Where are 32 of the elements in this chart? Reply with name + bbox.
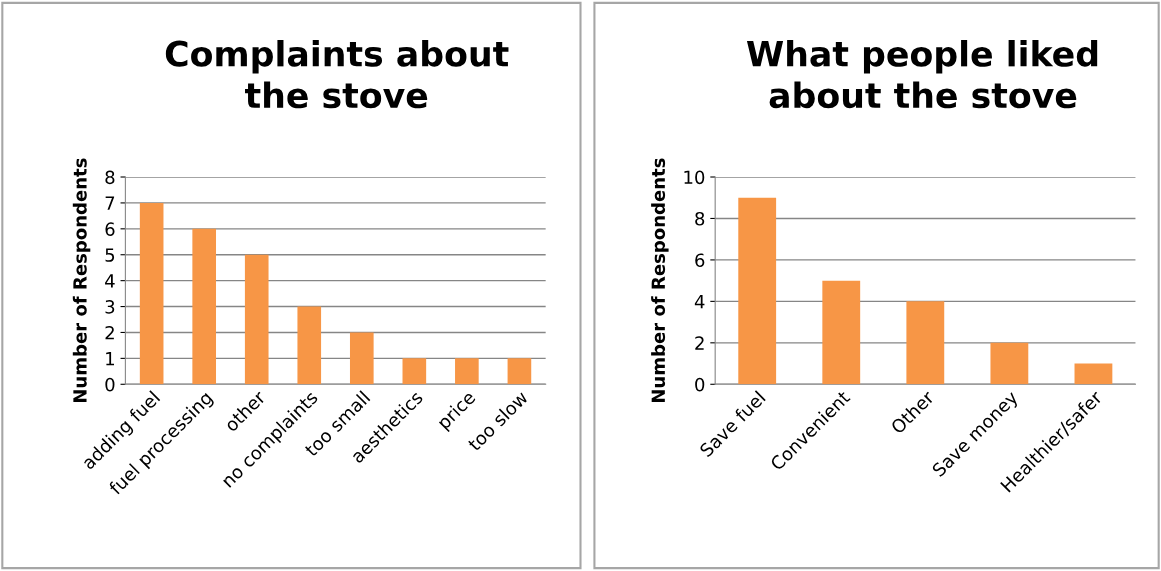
bar <box>906 301 945 385</box>
bar <box>402 358 427 385</box>
y-tick-label: 6 <box>695 253 705 268</box>
y-axis-title: Number of Respondents <box>72 158 91 403</box>
bar <box>192 228 217 385</box>
y-tick-label: 8 <box>695 211 705 226</box>
y-tick-label: 2 <box>695 336 704 350</box>
bar <box>738 197 777 385</box>
bar <box>297 306 322 385</box>
y-tick-label: 5 <box>105 248 115 262</box>
y-tick-label: 10 <box>684 170 705 185</box>
y-tick-label: 4 <box>694 295 705 309</box>
y-tick-label: 6 <box>105 222 115 236</box>
y-axis-title: Number of Respondents <box>651 158 669 403</box>
bar <box>990 342 1029 385</box>
bar <box>822 280 861 385</box>
y-tick-label: 4 <box>105 274 115 288</box>
chart-title: What people liked about the stove <box>746 39 1098 109</box>
chart-title: Complaints about the stove <box>165 39 509 109</box>
y-tick-label: 3 <box>105 300 115 314</box>
bar <box>507 358 532 385</box>
y-tick-label: 0 <box>105 377 115 392</box>
y-tick-label: 1 <box>106 352 114 366</box>
bar <box>349 332 374 385</box>
y-tick-label: 8 <box>105 170 115 185</box>
bar <box>244 254 269 385</box>
y-tick-label: 7 <box>105 196 115 210</box>
bar <box>455 358 479 385</box>
bar <box>1074 363 1113 385</box>
y-tick-label: 2 <box>105 325 114 340</box>
y-tick-label: 0 <box>695 377 705 392</box>
bar <box>139 202 164 385</box>
